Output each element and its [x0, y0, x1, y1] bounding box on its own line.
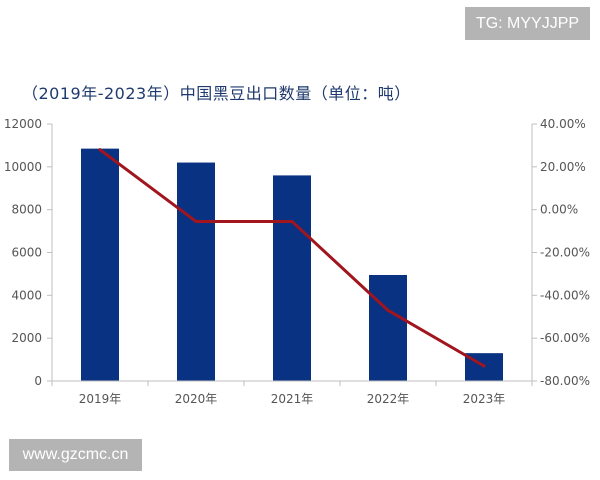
left-tick-label-3: 6000: [11, 246, 42, 260]
right-tick-label-2: -40.00%: [540, 288, 590, 302]
watermark-bottom: www.gzcmc.cn: [9, 439, 142, 471]
left-tick-label-5: 10000: [4, 160, 42, 174]
x-tick-label-0: 2019年: [79, 392, 122, 406]
growth-point-4: [482, 364, 486, 368]
right-tick-label-6: 40.00%: [540, 117, 586, 131]
growth-point-1: [194, 219, 198, 223]
left-tick-label-0: 0: [34, 374, 42, 388]
x-tick-label-3: 2022年: [367, 392, 410, 406]
growth-point-3: [386, 308, 390, 312]
x-tick-label-2: 2021年: [271, 392, 314, 406]
chart-title: （2019年-2023年）中国黑豆出口数量（单位：吨）: [22, 84, 411, 103]
bar-2: [273, 175, 311, 381]
left-tick-label-6: 12000: [4, 117, 42, 131]
right-tick-label-5: 20.00%: [540, 160, 586, 174]
watermark-top: TG: MYYJJPP: [465, 7, 590, 40]
bar-3: [369, 274, 407, 381]
x-tick-label-4: 2023年: [463, 392, 506, 406]
left-tick-label-1: 2000: [11, 331, 42, 345]
growth-point-2: [290, 219, 294, 223]
right-tick-label-0: -80.00%: [540, 374, 590, 388]
bar-1: [177, 162, 215, 381]
right-tick-label-3: -20.00%: [540, 246, 590, 260]
left-tick-label-4: 8000: [11, 203, 42, 217]
x-tick-label-1: 2020年: [175, 392, 218, 406]
growth-point-0: [98, 148, 102, 152]
bar-0: [81, 148, 119, 381]
right-tick-label-4: 0.00%: [540, 203, 578, 217]
right-tick-label-1: -60.00%: [540, 331, 590, 345]
left-tick-label-2: 4000: [11, 288, 42, 302]
